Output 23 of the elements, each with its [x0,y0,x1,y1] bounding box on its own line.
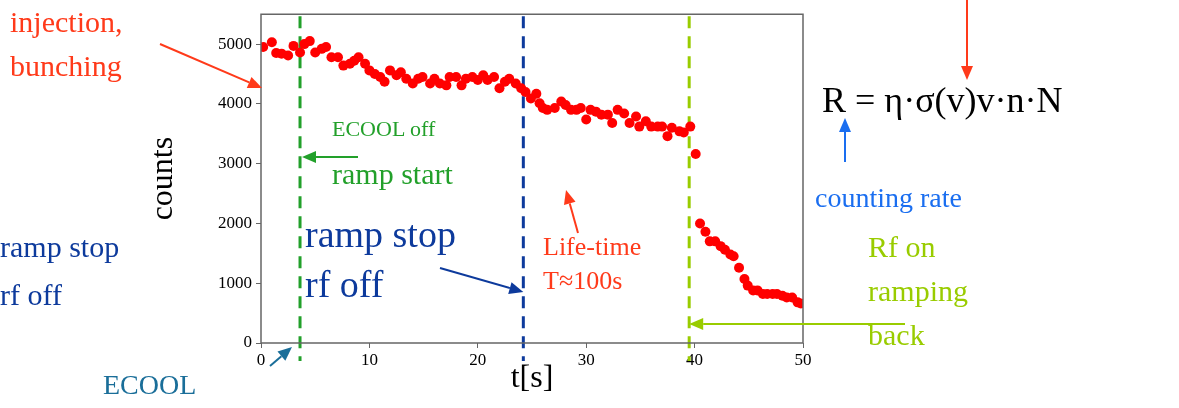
x-tick-label: 50 [794,349,812,369]
text: injection, bunching [10,5,123,82]
x-tick-label: 20 [469,349,487,369]
y-tick-label: 5000 [218,33,252,53]
x-tick-label: 30 [577,349,595,369]
ref-line-label: ECOOL off ramp start [332,116,454,190]
y-axis-title: counts [142,136,179,221]
text: R = η·σ(v)v·n·N [822,80,1063,120]
x-tick-label: 0 [256,349,266,369]
y-tick-label: 1000 [218,272,252,292]
y-tick-label: 0 [243,332,252,352]
y-tick-label: 2000 [218,212,252,232]
text: ECOOL [103,369,197,400]
x-tick-label: 40 [686,349,704,369]
ref-line-label: Rf on ramping back [868,230,968,351]
text: counting rate [815,182,962,213]
x-tick-label: 10 [360,349,378,369]
y-tick-label: 4000 [218,93,252,113]
annotation: Life-time T≈100s [543,232,642,295]
y-tick-label: 3000 [218,153,252,173]
ref-line-label: ramp stop rf off [305,213,456,305]
text: ramp stop rf off [0,230,120,311]
x-axis-title: t[s] [510,358,554,395]
